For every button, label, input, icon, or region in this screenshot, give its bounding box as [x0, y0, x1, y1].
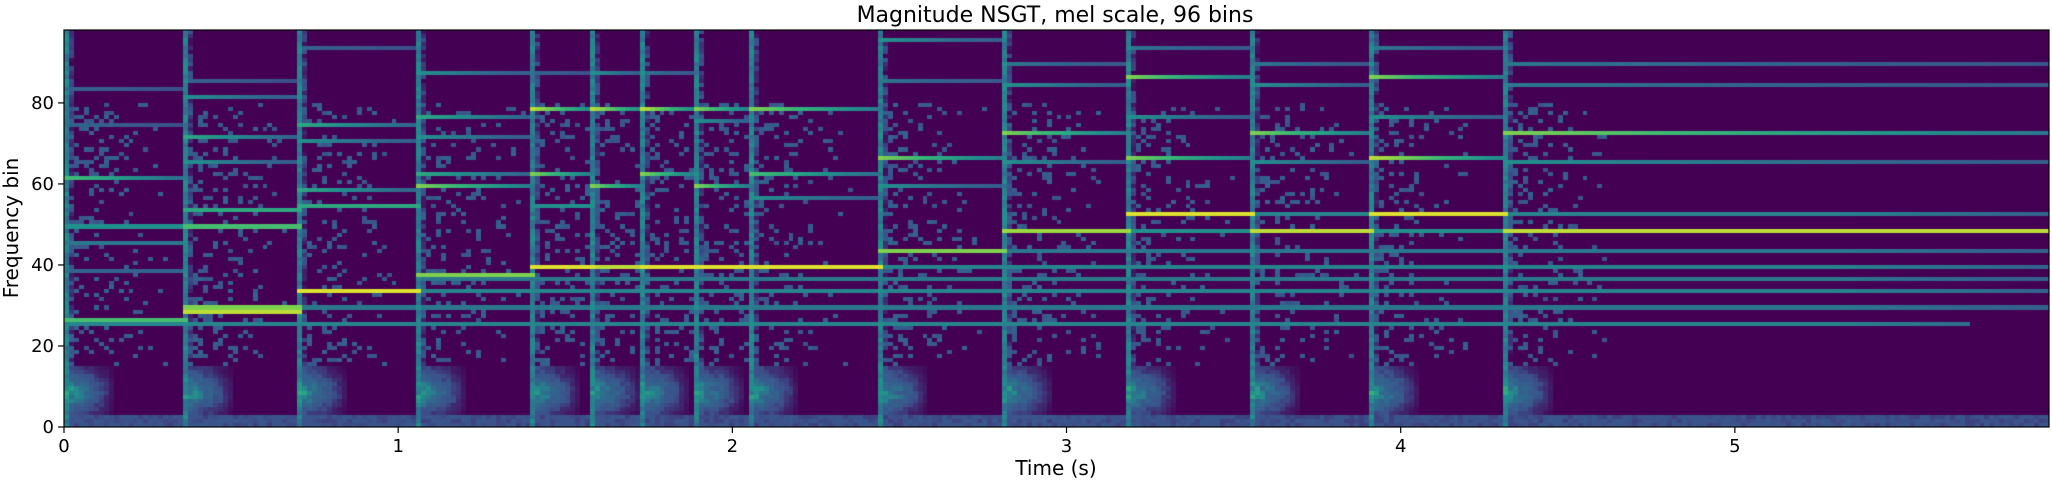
- chart-title: Magnitude NSGT, mel scale, 96 bins: [857, 3, 1254, 28]
- x-tick-label: 0: [58, 436, 69, 457]
- y-axis-label: Frequency bin: [0, 158, 23, 299]
- x-tick-label: 2: [727, 436, 738, 457]
- y-tick-label: 0: [43, 417, 54, 438]
- x-tick-label: 5: [1729, 436, 1740, 457]
- y-axis-ticks: 0 20 40 60 80: [31, 93, 64, 438]
- y-tick-label: 40: [31, 255, 54, 276]
- x-tick-label: 4: [1395, 436, 1406, 457]
- x-tick-label: 1: [392, 436, 403, 457]
- y-tick-label: 80: [31, 93, 54, 114]
- y-tick-label: 20: [31, 336, 54, 357]
- x-tick-label: 3: [1061, 436, 1072, 457]
- plot-area: [63, 29, 2050, 428]
- x-axis-ticks: 0 1 2 3 4 5: [58, 427, 1741, 457]
- x-axis-label: Time (s): [1014, 456, 1096, 480]
- plot-frame: [63, 29, 2050, 428]
- y-tick-label: 60: [31, 174, 54, 195]
- heatmap-image: [64, 30, 2049, 427]
